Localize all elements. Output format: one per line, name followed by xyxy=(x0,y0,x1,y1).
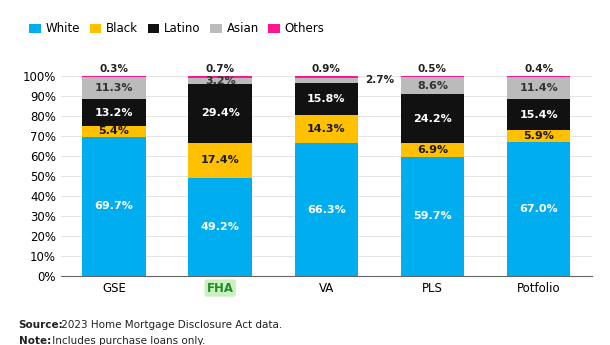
Text: 5.9%: 5.9% xyxy=(523,131,554,141)
Bar xyxy=(507,99,570,130)
Bar xyxy=(401,94,464,143)
Bar xyxy=(295,115,358,143)
Bar xyxy=(401,76,464,77)
Text: 3.2%: 3.2% xyxy=(205,76,235,86)
Text: 15.8%: 15.8% xyxy=(307,94,346,104)
Text: 14.3%: 14.3% xyxy=(307,124,346,134)
Bar xyxy=(507,142,570,276)
Bar xyxy=(401,143,464,157)
Text: 0.4%: 0.4% xyxy=(524,64,553,74)
Bar xyxy=(188,84,252,143)
Text: Includes purchase loans only.: Includes purchase loans only. xyxy=(49,336,206,345)
Bar xyxy=(82,77,146,99)
Text: 13.2%: 13.2% xyxy=(95,108,134,118)
Text: 11.4%: 11.4% xyxy=(519,83,558,93)
Bar xyxy=(295,76,358,78)
Bar xyxy=(82,76,146,77)
Bar xyxy=(295,83,358,115)
Text: 17.4%: 17.4% xyxy=(201,155,240,165)
Bar xyxy=(507,76,570,77)
Text: 69.7%: 69.7% xyxy=(95,201,134,211)
Text: Source:: Source: xyxy=(18,320,63,330)
Bar xyxy=(188,78,252,84)
Legend: White, Black, Latino, Asian, Others: White, Black, Latino, Asian, Others xyxy=(24,18,329,40)
Text: 0.9%: 0.9% xyxy=(312,64,341,74)
Bar xyxy=(188,76,252,78)
Text: 67.0%: 67.0% xyxy=(519,204,558,214)
Text: 59.7%: 59.7% xyxy=(413,211,452,221)
Text: 24.2%: 24.2% xyxy=(413,114,452,124)
Text: 8.6%: 8.6% xyxy=(417,81,448,91)
Bar xyxy=(188,143,252,178)
Text: 0.3%: 0.3% xyxy=(99,64,129,74)
Text: 6.9%: 6.9% xyxy=(417,145,448,155)
Text: 5.4%: 5.4% xyxy=(99,126,129,136)
Bar xyxy=(295,78,358,83)
Bar xyxy=(82,137,146,276)
Text: 29.4%: 29.4% xyxy=(201,108,240,118)
Bar xyxy=(401,157,464,276)
Text: Note:: Note: xyxy=(18,336,51,345)
Bar xyxy=(507,77,570,99)
Bar xyxy=(188,178,252,276)
Text: 0.5%: 0.5% xyxy=(418,64,447,74)
Bar xyxy=(295,143,358,276)
Text: 0.7%: 0.7% xyxy=(206,64,235,74)
Bar xyxy=(401,77,464,94)
Bar xyxy=(82,99,146,126)
Text: 49.2%: 49.2% xyxy=(201,222,240,232)
Text: 66.3%: 66.3% xyxy=(307,205,346,215)
Text: 2.7%: 2.7% xyxy=(365,76,395,86)
Text: 11.3%: 11.3% xyxy=(95,83,134,93)
Bar xyxy=(507,130,570,142)
Bar xyxy=(82,126,146,137)
Text: 2023 Home Mortgage Disclosure Act data.: 2023 Home Mortgage Disclosure Act data. xyxy=(59,320,282,330)
Text: 15.4%: 15.4% xyxy=(519,110,558,120)
